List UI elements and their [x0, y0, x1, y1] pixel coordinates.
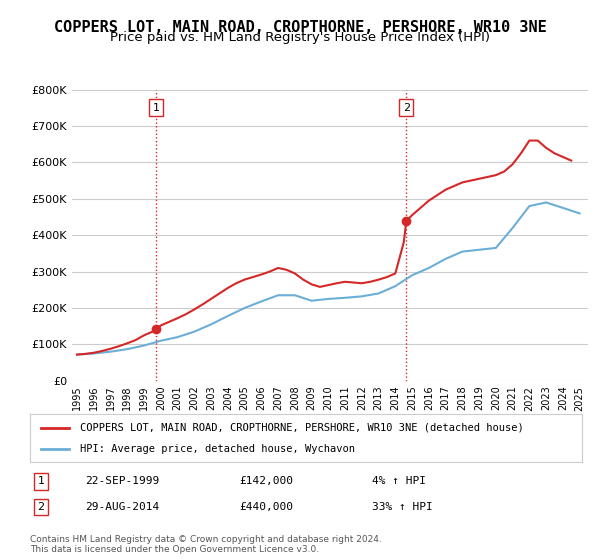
Text: £142,000: £142,000 [240, 476, 294, 486]
Text: HPI: Average price, detached house, Wychavon: HPI: Average price, detached house, Wych… [80, 444, 355, 454]
Text: 22-SEP-1999: 22-SEP-1999 [85, 476, 160, 486]
Text: Contains HM Land Registry data © Crown copyright and database right 2024.
This d: Contains HM Land Registry data © Crown c… [30, 535, 382, 554]
Text: 33% ↑ HPI: 33% ↑ HPI [372, 502, 433, 512]
Text: 4% ↑ HPI: 4% ↑ HPI [372, 476, 426, 486]
Text: 2: 2 [37, 502, 44, 512]
Text: 1: 1 [152, 103, 160, 113]
Text: COPPERS LOT, MAIN ROAD, CROPTHORNE, PERSHORE, WR10 3NE (detached house): COPPERS LOT, MAIN ROAD, CROPTHORNE, PERS… [80, 423, 523, 433]
Text: 29-AUG-2014: 29-AUG-2014 [85, 502, 160, 512]
Text: £440,000: £440,000 [240, 502, 294, 512]
Text: COPPERS LOT, MAIN ROAD, CROPTHORNE, PERSHORE, WR10 3NE: COPPERS LOT, MAIN ROAD, CROPTHORNE, PERS… [53, 20, 547, 35]
Text: 2: 2 [403, 103, 410, 113]
Text: 1: 1 [38, 476, 44, 486]
Text: Price paid vs. HM Land Registry's House Price Index (HPI): Price paid vs. HM Land Registry's House … [110, 31, 490, 44]
